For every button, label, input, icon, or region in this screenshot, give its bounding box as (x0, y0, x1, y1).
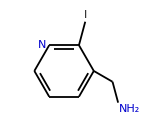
Text: I: I (84, 10, 87, 20)
Text: N: N (38, 40, 46, 50)
Text: NH₂: NH₂ (119, 104, 140, 114)
